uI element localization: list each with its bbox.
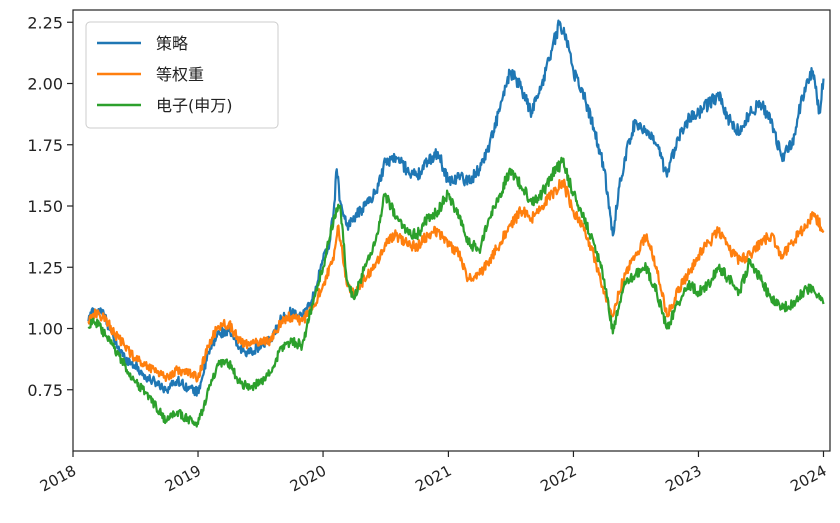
y-tick-label: 1.75 [27,136,63,155]
plot-frame [72,9,831,452]
y-tick-label: 2.00 [27,75,63,94]
y-axis: 0.75 1.00 1.25 1.50 1.75 2.00 2.25 [27,13,73,400]
x-tick-label: 2019 [162,462,204,496]
x-axis: 2018 2019 2020 2021 2022 2023 2024 [37,451,830,495]
x-tick-label: 2022 [537,462,579,496]
y-tick-label: 1.00 [27,320,63,339]
series-lines [87,19,825,428]
x-tick-label: 2020 [287,462,329,496]
legend-label-2: 电子(申万) [156,96,233,115]
legend-label-0: 策略 [156,34,188,53]
series-line-0 [87,19,825,397]
series-line-1 [87,178,825,383]
y-tick-label: 1.25 [27,258,63,277]
x-tick-label: 2018 [37,462,79,496]
y-tick-label: 2.25 [27,13,63,32]
legend-label-1: 等权重 [156,65,204,84]
legend-box [85,21,279,129]
y-tick-label: 0.75 [27,381,63,400]
series-line-2 [87,156,825,428]
y-tick-label: 1.50 [27,197,63,216]
x-tick-label: 2023 [662,462,704,496]
x-tick-label: 2024 [787,462,829,496]
x-tick-label: 2021 [412,462,454,496]
